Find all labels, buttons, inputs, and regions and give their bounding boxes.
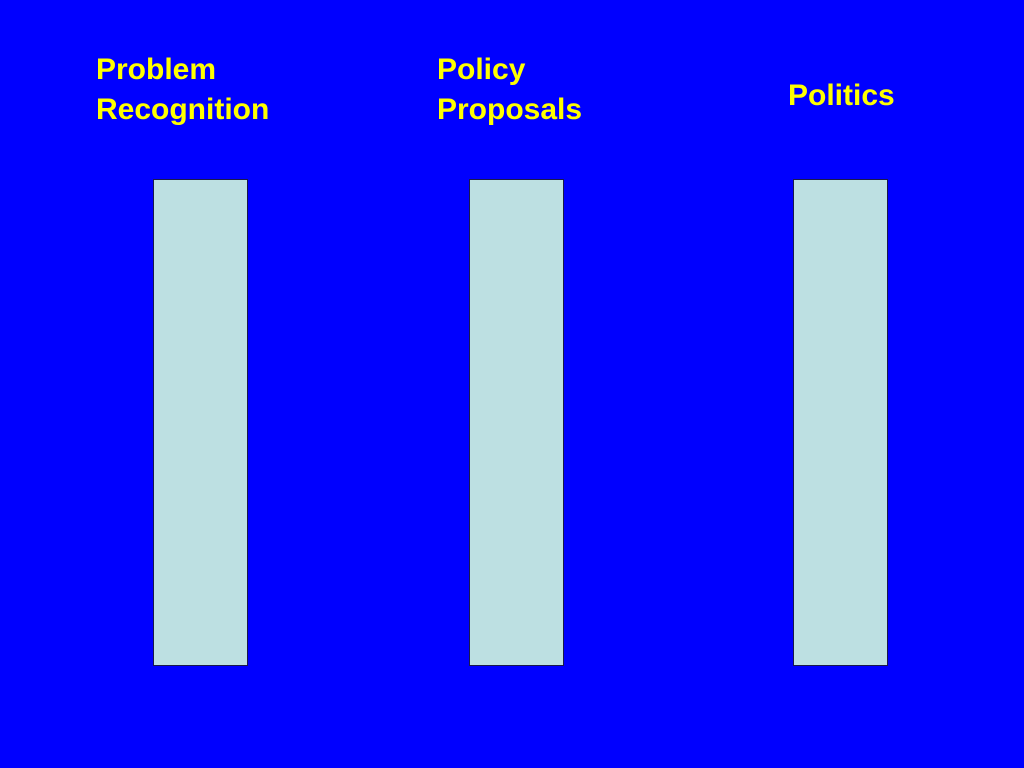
label-line: Politics <box>788 79 895 112</box>
stream-bar <box>153 179 248 666</box>
label-line: Proposals <box>437 93 583 126</box>
stream-bar <box>469 179 564 666</box>
column-label: Policy Proposals <box>437 50 582 130</box>
column-label: Problem Recognition <box>96 50 269 130</box>
label-line: Policy <box>437 53 526 86</box>
column-label: Politics <box>788 76 895 116</box>
label-line: Recognition <box>96 93 270 126</box>
stream-bar <box>793 179 888 666</box>
label-line: Problem <box>96 53 217 86</box>
